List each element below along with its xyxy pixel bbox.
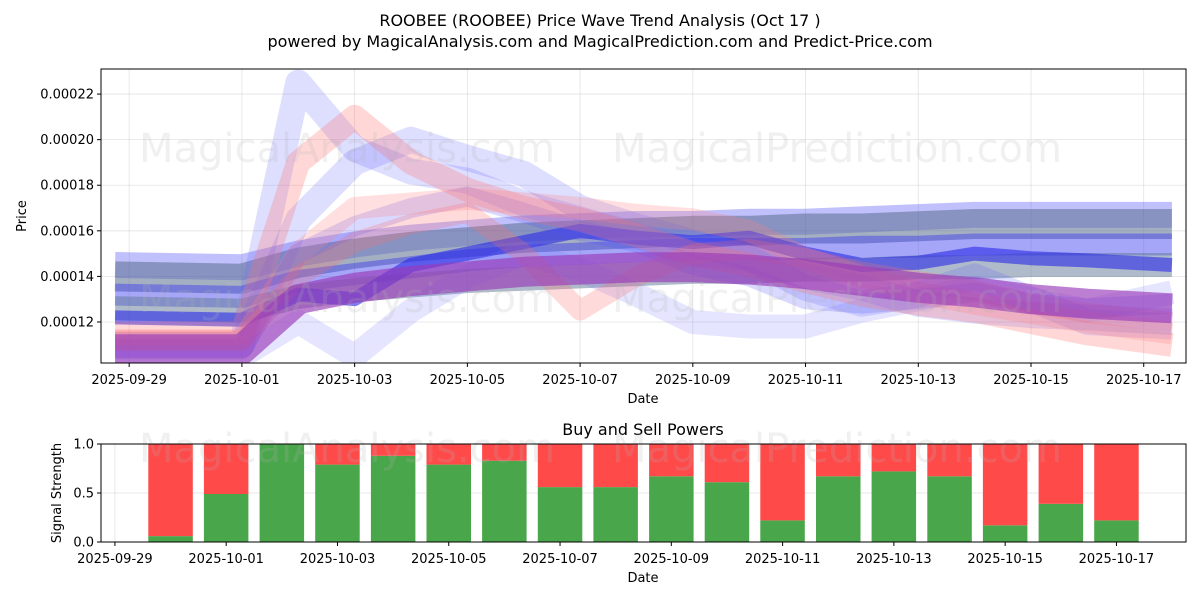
buy-bar xyxy=(704,482,750,542)
price-wave-band-6 xyxy=(115,69,1173,358)
price-wave-band-13 xyxy=(115,252,1173,363)
price-y-ticks: 0.00012 0.00014 0.00016 0.00018 0.00020 0.000… xyxy=(40,88,101,330)
price-watermarks: MagicalAnalysis.com MagicalPrediction.co… xyxy=(139,126,1062,322)
sell-bar xyxy=(426,444,471,465)
buy-bar xyxy=(148,536,193,542)
watermark-1: MagicalAnalysis.com xyxy=(139,126,555,172)
price-x-tick-label: 2025-10-05 xyxy=(430,373,506,388)
buy-bar xyxy=(203,494,249,542)
signal-x-tick-label: 2025-10-17 xyxy=(1079,552,1155,567)
signal-y-ticks: 0.0 0.5 1.0 xyxy=(73,438,101,551)
price-wave-band-2 xyxy=(114,209,1172,294)
signal-x-tick-label: 2025-10-09 xyxy=(634,552,710,567)
watermark-5: MagicalAnalysis.com xyxy=(139,426,555,472)
price-x-tick-label: 2025-10-15 xyxy=(993,373,1069,388)
price-wave-bands xyxy=(114,69,1175,363)
price-x-tick-label: 2025-10-03 xyxy=(317,373,393,388)
price-y-tick-label: 0.00016 xyxy=(40,224,94,239)
chart-title: ROOBEE (ROOBEE) Price Wave Trend Analysi… xyxy=(379,11,820,30)
sell-bar xyxy=(537,444,583,488)
signal-x-tick-label: 2025-09-29 xyxy=(77,552,153,567)
signal-y-tick-label: 0.0 xyxy=(73,536,94,551)
sell-bar xyxy=(593,444,638,488)
price-y-label: Price xyxy=(15,200,30,232)
signal-x-label: Date xyxy=(627,571,658,586)
buy-bar xyxy=(649,476,694,542)
price-x-tick-label: 2025-10-07 xyxy=(542,373,618,388)
buy-bar xyxy=(537,487,583,542)
signal-x-tick-label: 2025-10-13 xyxy=(856,552,932,567)
signal-bars xyxy=(148,444,1139,542)
price-wave-band-10 xyxy=(115,104,1174,357)
chart-subtitle: powered by MagicalAnalysis.com and Magic… xyxy=(267,32,932,51)
price-x-tick-label: 2025-10-11 xyxy=(768,373,844,388)
price-x-tick-label: 2025-10-01 xyxy=(204,373,280,388)
sell-bar xyxy=(704,444,750,483)
sell-bar xyxy=(370,444,416,456)
signal-x-tick-label: 2025-10-01 xyxy=(188,552,264,567)
signal-y-tick-label: 1.0 xyxy=(73,438,94,453)
sell-bar xyxy=(482,444,527,461)
signal-chart-panel: Buy and Sell Powers MagicalAnalysis.com … xyxy=(50,420,1187,586)
price-y-tick-label: 0.00022 xyxy=(40,88,94,103)
sell-bar xyxy=(760,444,805,521)
sell-bar xyxy=(871,444,917,472)
watermark-6: MagicalPrediction.com xyxy=(612,426,1062,472)
signal-x-tick-label: 2025-10-15 xyxy=(967,552,1043,567)
buy-bar xyxy=(760,520,805,542)
price-x-ticks: 2025-09-29 2025-10-01 2025-10-03 2025-10-05… xyxy=(91,363,1182,388)
signal-title: Buy and Sell Powers xyxy=(562,420,724,439)
price-chart-panel: MagicalAnalysis.com MagicalPrediction.co… xyxy=(15,68,1187,407)
buy-bar xyxy=(1094,520,1139,542)
buy-bar xyxy=(1038,503,1084,542)
sell-bar xyxy=(315,444,360,465)
signal-x-tick-label: 2025-10-05 xyxy=(411,552,487,567)
price-x-tick-label: 2025-10-13 xyxy=(880,373,956,388)
signal-x-tick-label: 2025-10-11 xyxy=(745,552,821,567)
price-y-tick-label: 0.00014 xyxy=(40,270,94,285)
price-plot-frame xyxy=(100,68,1187,364)
sell-bar xyxy=(816,444,861,477)
price-x-tick-label: 2025-10-17 xyxy=(1106,373,1182,388)
buy-bar xyxy=(816,476,861,542)
watermark-2: MagicalPrediction.com xyxy=(612,126,1062,172)
watermark-4: MagicalPrediction.com xyxy=(612,276,1062,322)
buy-bar xyxy=(370,455,416,542)
sell-bar xyxy=(927,444,972,477)
signal-x-ticks: 2025-09-29 2025-10-01 2025-10-03 2025-10-05… xyxy=(77,542,1154,567)
buy-bar xyxy=(927,476,972,542)
sell-bar xyxy=(148,444,193,537)
buy-bar xyxy=(426,464,471,542)
price-x-label: Date xyxy=(627,392,658,407)
buy-bar xyxy=(593,487,638,542)
price-y-tick-label: 0.00012 xyxy=(40,315,94,330)
signal-y-label: Signal Strength xyxy=(50,443,65,543)
watermark-3: MagicalAnalysis.com xyxy=(139,276,555,322)
sell-bar xyxy=(203,444,249,494)
buy-bar xyxy=(871,471,917,542)
signal-y-tick-label: 0.5 xyxy=(73,487,94,502)
signal-watermarks: MagicalAnalysis.com MagicalPrediction.co… xyxy=(139,426,1062,472)
sell-bar xyxy=(1038,444,1084,504)
price-y-tick-label: 0.00020 xyxy=(40,133,94,148)
price-x-tick-label: 2025-10-09 xyxy=(655,373,731,388)
sell-bar xyxy=(649,444,694,477)
price-y-tick-label: 0.00018 xyxy=(40,179,94,194)
buy-bar xyxy=(982,525,1028,542)
buy-bar xyxy=(259,444,305,542)
sell-bar xyxy=(1094,444,1139,521)
signal-x-tick-label: 2025-10-03 xyxy=(300,552,376,567)
price-x-tick-label: 2025-09-29 xyxy=(91,373,167,388)
signal-x-tick-label: 2025-10-07 xyxy=(522,552,598,567)
buy-bar xyxy=(315,464,360,542)
sell-bar xyxy=(982,444,1028,526)
buy-bar xyxy=(482,460,527,542)
